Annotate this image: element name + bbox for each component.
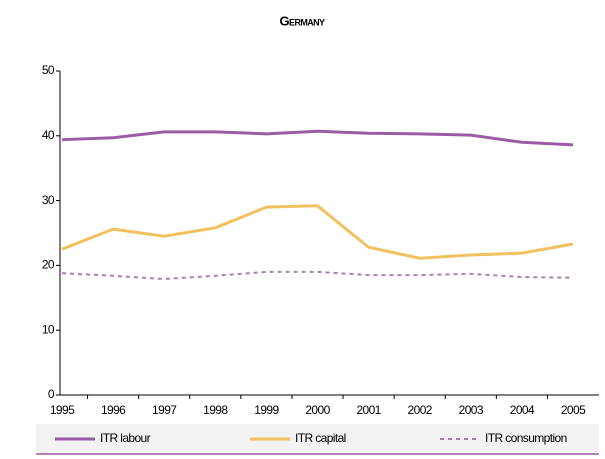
x-tick-label: 1997 [152,403,177,417]
x-tick-label: 2002 [408,403,433,417]
legend-label: ITR consumption [485,431,567,445]
x-tick-label: 1995 [50,403,75,417]
y-tick-label: 0 [48,387,55,401]
series-line [61,270,574,281]
x-tick-label: 2001 [356,403,381,417]
y-tick-label: 20 [42,258,55,272]
series-line [61,129,574,147]
y-tick-label: 40 [42,128,55,142]
x-tick-label: 1999 [254,403,279,417]
y-tick-label: 30 [42,193,55,207]
y-tick-label: 10 [42,322,55,336]
series-line [61,204,574,260]
x-tick-label: 2003 [459,403,484,417]
legend-label: ITR labour [100,431,151,445]
x-tick-label: 1998 [203,403,228,417]
x-tick-label: 2004 [510,403,535,417]
x-tick-label: 2000 [305,403,330,417]
chart-title: Germany [280,13,326,28]
legend-background [36,424,599,454]
legend-label: ITR capital [295,431,346,445]
x-tick-label: 1996 [101,403,126,417]
y-tick-label: 50 [42,63,55,77]
x-tick-label: 2005 [561,403,586,417]
